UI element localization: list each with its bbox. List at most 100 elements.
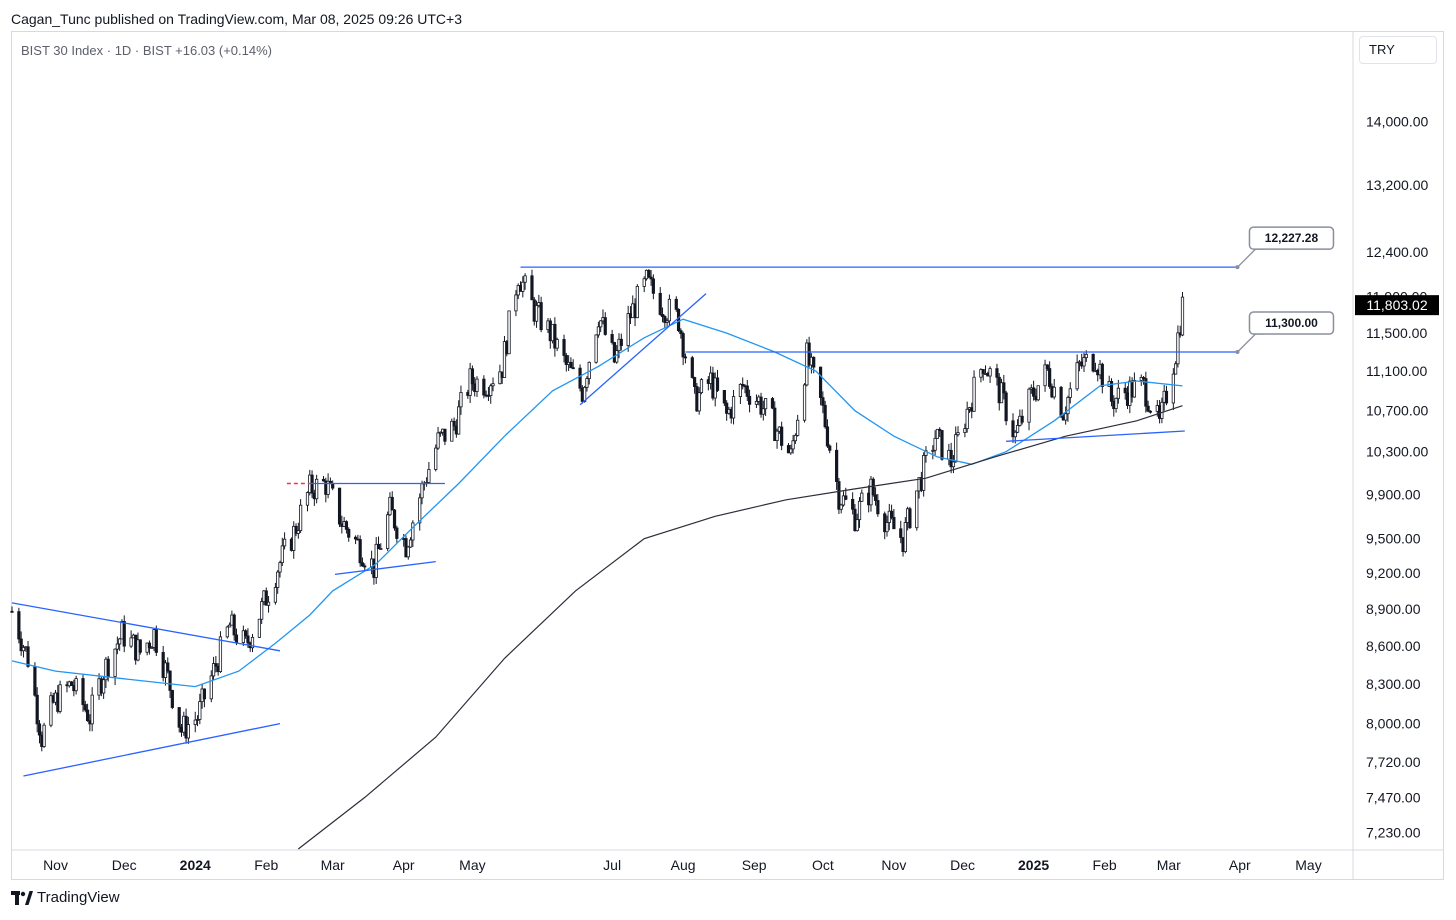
candle-body bbox=[10, 610, 14, 613]
candle-body bbox=[408, 539, 413, 548]
currency-selector[interactable]: TRY bbox=[1359, 36, 1437, 64]
candle-body bbox=[1144, 378, 1148, 407]
candle-body bbox=[956, 432, 960, 436]
candle-body bbox=[940, 430, 944, 460]
candle-body bbox=[1075, 362, 1079, 390]
y-tick-label: 10,300.00 bbox=[1366, 444, 1428, 460]
candle-body bbox=[1064, 413, 1068, 421]
candle-body bbox=[280, 545, 284, 564]
x-tick-label: May bbox=[459, 857, 485, 873]
candle-body bbox=[85, 709, 90, 722]
candle-body bbox=[722, 390, 726, 404]
candle-body bbox=[812, 356, 816, 368]
candle-body bbox=[741, 383, 745, 387]
candle-body bbox=[651, 278, 655, 294]
candle-body bbox=[470, 368, 475, 385]
candle-body bbox=[273, 587, 278, 603]
candle-body bbox=[450, 420, 454, 442]
candle-body bbox=[392, 509, 397, 529]
candle-body bbox=[337, 487, 342, 525]
candle-body bbox=[246, 635, 250, 644]
candle-body bbox=[459, 392, 463, 408]
candle-body bbox=[569, 361, 573, 369]
candle-body bbox=[35, 694, 39, 725]
candle-body bbox=[1048, 368, 1052, 387]
candle-body bbox=[386, 514, 390, 549]
x-tick-label: Dec bbox=[950, 857, 975, 873]
candle-body bbox=[294, 525, 298, 534]
candle-body bbox=[113, 648, 117, 677]
candle-body bbox=[965, 408, 969, 430]
callout-label: 12,227.28 bbox=[1265, 231, 1319, 245]
candle-body bbox=[571, 367, 575, 370]
candle-body bbox=[658, 292, 662, 315]
candle-body bbox=[115, 643, 119, 650]
x-tick-label: Oct bbox=[812, 857, 834, 873]
candle-body bbox=[118, 638, 122, 645]
candle-body bbox=[427, 469, 431, 483]
x-tick-label: Jul bbox=[603, 857, 621, 873]
candle-body bbox=[1011, 420, 1015, 438]
candle-body bbox=[1020, 415, 1024, 423]
candle-body bbox=[837, 481, 841, 510]
candle-body bbox=[667, 298, 672, 322]
candle-body bbox=[555, 339, 559, 349]
chart-frame[interactable] bbox=[11, 31, 1444, 880]
candle-body bbox=[903, 522, 907, 553]
candle-body bbox=[1091, 353, 1095, 372]
candle-body bbox=[186, 724, 190, 739]
candle-body bbox=[855, 519, 859, 532]
price-axis[interactable]: 14,000.0013,200.0012,400.0011,900.0011,5… bbox=[1355, 113, 1439, 841]
footer-brand-label: TradingView bbox=[37, 889, 120, 906]
y-tick-label: 13,200.00 bbox=[1366, 177, 1428, 193]
candle-body bbox=[603, 317, 607, 335]
candle-body bbox=[924, 450, 928, 456]
x-tick-label: Mar bbox=[321, 857, 345, 873]
candle-body bbox=[596, 326, 600, 336]
x-tick-label: Nov bbox=[43, 857, 68, 873]
time-axis[interactable]: Nov Dec 2024 Feb Mar Apr May Jul Aug Sep Oct Nov Dec… bbox=[43, 857, 1322, 873]
candle-body bbox=[360, 562, 365, 567]
candle-body bbox=[58, 684, 62, 712]
candle-body bbox=[1052, 386, 1056, 398]
candle-body bbox=[1045, 364, 1049, 369]
candle-body bbox=[860, 492, 864, 502]
candle-body bbox=[754, 401, 759, 405]
candle-body bbox=[170, 690, 174, 708]
candle-body bbox=[443, 428, 447, 442]
y-tick-label: 7,230.00 bbox=[1366, 825, 1421, 841]
publisher-line: Cagan_Tunc published on TradingView.com,… bbox=[11, 11, 463, 27]
callout-pointer bbox=[1237, 333, 1264, 353]
candle-body bbox=[679, 330, 683, 334]
callout-pointer bbox=[1237, 248, 1264, 268]
y-tick-label: 8,900.00 bbox=[1366, 601, 1421, 617]
candle-body bbox=[69, 681, 74, 686]
candle-body bbox=[699, 379, 704, 394]
candle-body bbox=[1084, 353, 1088, 359]
candle-body bbox=[1032, 387, 1036, 397]
candle-body bbox=[851, 498, 855, 510]
candle-body bbox=[885, 522, 889, 533]
y-tick-label: 9,200.00 bbox=[1366, 565, 1421, 581]
candle-body bbox=[1002, 382, 1006, 394]
candle-body bbox=[147, 642, 152, 649]
candle-body bbox=[21, 647, 26, 652]
x-tick-label: Mar bbox=[1157, 857, 1181, 873]
candle-body bbox=[1132, 379, 1136, 398]
candle-body bbox=[954, 434, 958, 463]
candle-body bbox=[619, 338, 623, 346]
candle-body bbox=[507, 310, 511, 355]
x-tick-label: Dec bbox=[112, 857, 137, 873]
ma-fast-line bbox=[11, 318, 1183, 688]
candle-body bbox=[951, 461, 956, 468]
footer-brand[interactable]: TradingView bbox=[11, 889, 120, 906]
candle-body bbox=[1116, 387, 1120, 399]
candle-body bbox=[353, 536, 358, 540]
candle-body bbox=[90, 694, 94, 725]
candle-body bbox=[491, 383, 495, 387]
candle-body bbox=[276, 571, 280, 588]
candle-body bbox=[264, 590, 268, 606]
candle-body bbox=[839, 504, 843, 510]
candle-body bbox=[663, 316, 667, 323]
